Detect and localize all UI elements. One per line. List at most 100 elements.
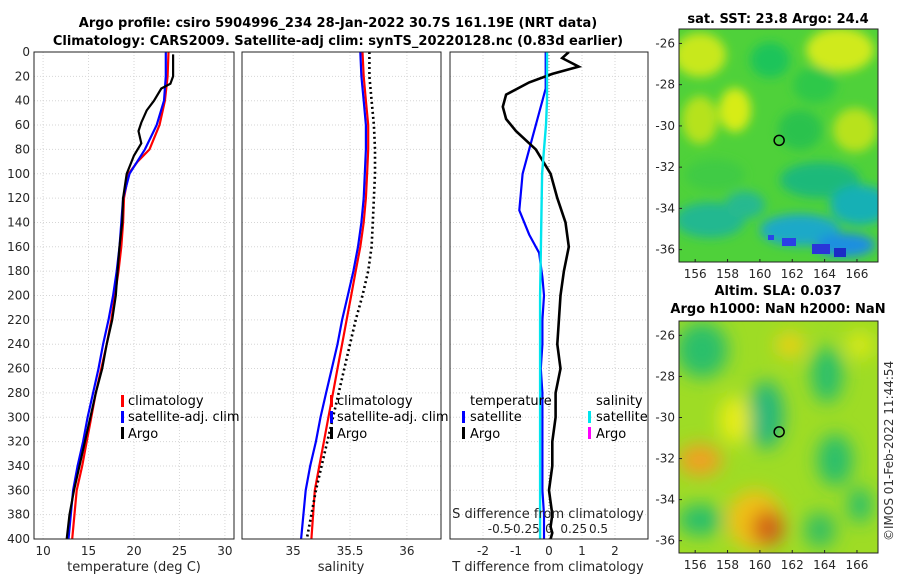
y-tick-label: 240: [7, 337, 30, 351]
legend-label-climatology: climatology: [337, 394, 413, 409]
longitude-label: 164: [813, 558, 836, 572]
legend-swatch-t-argo: [462, 427, 465, 439]
longitude-label: 156: [684, 267, 707, 281]
difference-plot-frame: [449, 51, 649, 540]
legend-label-climatology: climatology: [128, 394, 204, 409]
s-difference-axis-label: S difference from climatology: [452, 507, 644, 522]
y-tick-label: 120: [7, 191, 30, 205]
legend-label-argo: Argo: [337, 427, 367, 442]
temperature-plot-frame: [33, 51, 235, 540]
sst-map-frame: [678, 28, 879, 263]
longitude-label: 160: [748, 558, 771, 572]
salinity-panel: 35 35.5 36 salinity climatology satellite-…: [241, 51, 449, 575]
legend-swatch-t-satellite: [462, 411, 465, 423]
temperature-xlabel: temperature (deg C): [67, 560, 201, 575]
temperature-argo-line: [65, 54, 175, 539]
figure-title-line-1: Argo profile: csiro 5904996_234 28-Jan-2…: [79, 16, 597, 31]
sla-map-title-line-1: Altim. SLA: 0.037: [715, 284, 842, 299]
y-tick-label: 200: [7, 289, 30, 303]
top-tick-label: 0.25: [560, 522, 587, 536]
y-tick-label: 100: [7, 167, 30, 181]
t-diff-argo-line: [501, 52, 583, 539]
y-tick-label: 400: [7, 532, 30, 546]
y-tick-label: 160: [7, 240, 30, 254]
sla-longitude-labels: 156 158 160 162 164 166: [684, 550, 869, 572]
salinity-satellite-line: [300, 52, 367, 539]
temperature-tick-labels: 10 15 20 25 30: [35, 544, 232, 558]
longitude-label: 166: [846, 558, 869, 572]
salinity-tick-labels: 35 35.5 36: [286, 544, 415, 558]
y-tick-label: 340: [7, 459, 30, 473]
legend-swatch-climatology: [121, 395, 124, 407]
argo-location-marker: [773, 426, 785, 438]
temperature-grid: [34, 51, 234, 540]
x-tick-label: -1: [510, 544, 522, 558]
salinity-plot-frame: [241, 51, 442, 540]
legend-label-s-argo: Argo: [596, 427, 626, 442]
sst-latitude-labels: -26 -28 -30 -32 -34 -36: [655, 36, 682, 257]
argo-location-marker: [773, 134, 785, 147]
y-tick-label: 260: [7, 362, 30, 376]
sst-map-panel: sat. SST: 23.8 Argo: 24.4: [655, 12, 879, 281]
latitude-label: -26: [655, 36, 675, 50]
t-difference-xlabel: T difference from climatology: [451, 560, 644, 575]
sla-map-title-line-2: Argo h1000: NaN h2000: NaN: [670, 302, 885, 317]
s-difference-tick-labels: -0.5-0.25 0 0.25 0.5: [488, 522, 608, 536]
x-tick-label: 15: [81, 544, 96, 558]
y-tick-label: 60: [15, 118, 30, 132]
legend-label-satellite: satellite-adj. clim: [337, 410, 449, 425]
x-tick-label: 30: [217, 544, 232, 558]
legend-swatch-argo: [330, 427, 333, 439]
top-tick-label: -0.25: [509, 522, 540, 536]
y-tick-label: 320: [7, 435, 30, 449]
legend-title-temperature: temperature: [470, 394, 552, 409]
longitude-label: 158: [716, 267, 739, 281]
legend-label-t-satellite: satellite: [470, 410, 522, 425]
t-difference-tick-labels: -2 -1 0 1 2: [477, 544, 619, 558]
longitude-label: 162: [781, 558, 804, 572]
depth-tick-labels: 0 20 40 60 80 100 120 140 160 180 200 220 240 260 280 3…: [7, 45, 30, 546]
temperature-panel: 0 20 40 60 80 100 120 140 160 180 200 220 240 260 280 3…: [7, 45, 240, 575]
sla-latitude-labels: -26 -28 -30 -32 -34 -36: [655, 328, 682, 548]
legend-label-argo: Argo: [128, 427, 158, 442]
salinity-xlabel: salinity: [318, 560, 365, 575]
y-tick-label: 360: [7, 483, 30, 497]
y-tick-label: 220: [7, 313, 30, 327]
y-tick-label: 80: [15, 142, 30, 156]
sla-map-panel: Altim. SLA: 0.037 Argo h1000: NaN h2000:…: [655, 284, 885, 572]
difference-legend-temperature: temperature satellite Argo: [462, 394, 552, 442]
legend-swatch-climatology: [330, 395, 333, 407]
x-tick-label: 20: [126, 544, 141, 558]
latitude-label: -28: [655, 78, 675, 92]
salinity-argo-line: [305, 52, 377, 539]
difference-panel: -2 -1 0 1 2 -0.5-0.25 0 0.25 0.5 S difference f…: [449, 51, 649, 575]
s-diff-satellite-line: [538, 52, 549, 539]
y-tick-label: 40: [15, 94, 30, 108]
y-tick-label: 300: [7, 410, 30, 424]
legend-swatch-s-satellite: [588, 411, 591, 423]
top-tick-label: 0: [545, 522, 553, 536]
y-tick-label: 20: [15, 69, 30, 83]
legend-swatch-argo: [121, 427, 124, 439]
temperature-satellite-line: [67, 52, 167, 539]
figure-title-line-2: Climatology: CARS2009. Satellite-adj cli…: [53, 34, 623, 49]
y-tick-label: 280: [7, 386, 30, 400]
legend-swatch-satellite: [330, 411, 333, 423]
salinity-legend: climatology satellite-adj. clim Argo: [330, 394, 449, 442]
longitude-label: 164: [813, 267, 836, 281]
y-tick-label: 140: [7, 215, 30, 229]
x-tick-label: 25: [172, 544, 187, 558]
legend-label-t-argo: Argo: [470, 427, 500, 442]
salinity-climatology-line: [310, 52, 370, 539]
latitude-label: -30: [655, 410, 675, 424]
top-tick-label: 0.5: [589, 522, 608, 536]
longitude-label: 162: [781, 267, 804, 281]
latitude-label: -34: [655, 493, 675, 507]
t-diff-satellite-line: [518, 52, 547, 539]
longitude-label: 156: [684, 558, 707, 572]
x-tick-label: -2: [477, 544, 489, 558]
y-tick-label: 180: [7, 264, 30, 278]
latitude-label: -30: [655, 119, 675, 133]
x-tick-label: 2: [611, 544, 619, 558]
